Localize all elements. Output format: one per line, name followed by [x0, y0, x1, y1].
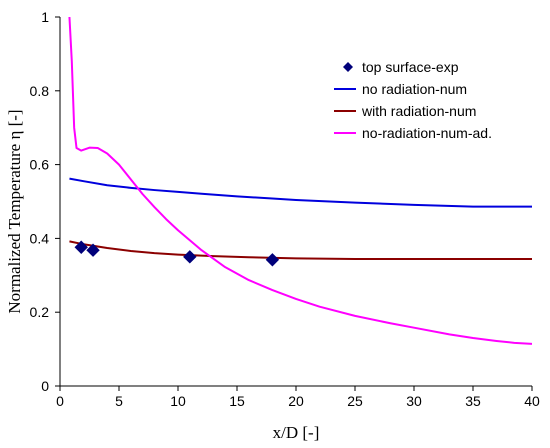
legend-item: top surface-exp: [343, 59, 459, 75]
axes: 0 5 10 15 20 25 30 35 40 0 0.2 0.4 0.6 0.8 1: [30, 9, 540, 409]
data-point: [74, 240, 88, 254]
legend-label: no radiation-num: [362, 81, 467, 97]
series-line-2: [69, 240, 532, 261]
x-axis-title: x/D [-]: [273, 423, 320, 442]
legend-label: no-radiation-num-ad.: [362, 125, 492, 141]
legend-item: with radiation-num: [334, 103, 476, 119]
series-layer: [68, 17, 532, 345]
y-tick-label: 0.6: [30, 157, 50, 173]
legend-marker: [343, 62, 353, 72]
x-tick-label: 35: [465, 393, 481, 409]
y-tick-label: 0.2: [30, 304, 50, 320]
legend: top surface-exp no radiation-num with radi…: [334, 59, 492, 141]
series-line-3: [68, 17, 532, 345]
x-tick-label: 20: [288, 393, 304, 409]
x-tick-label: 40: [524, 393, 540, 409]
x-tick-label: 0: [56, 393, 64, 409]
x-tick-label: 30: [406, 393, 422, 409]
legend-item: no-radiation-num-ad.: [334, 125, 492, 141]
x-tick-label: 10: [170, 393, 186, 409]
y-tick-label: 0.8: [30, 83, 50, 99]
legend-item: no radiation-num: [334, 81, 467, 97]
legend-label: with radiation-num: [361, 103, 476, 119]
x-tick-label: 25: [347, 393, 363, 409]
data-point: [183, 250, 197, 264]
series-line-1: [69, 177, 532, 208]
data-point: [265, 253, 280, 267]
data-point: [86, 243, 100, 257]
y-tick-label: 0.4: [30, 230, 50, 246]
legend-label: top surface-exp: [362, 59, 459, 75]
x-tick-label: 15: [229, 393, 245, 409]
y-axis-title: Normalized Temperature η [-]: [5, 109, 24, 313]
x-tick-label: 5: [115, 393, 123, 409]
y-tick-label: 1: [41, 9, 49, 25]
y-tick-label: 0: [41, 378, 49, 394]
